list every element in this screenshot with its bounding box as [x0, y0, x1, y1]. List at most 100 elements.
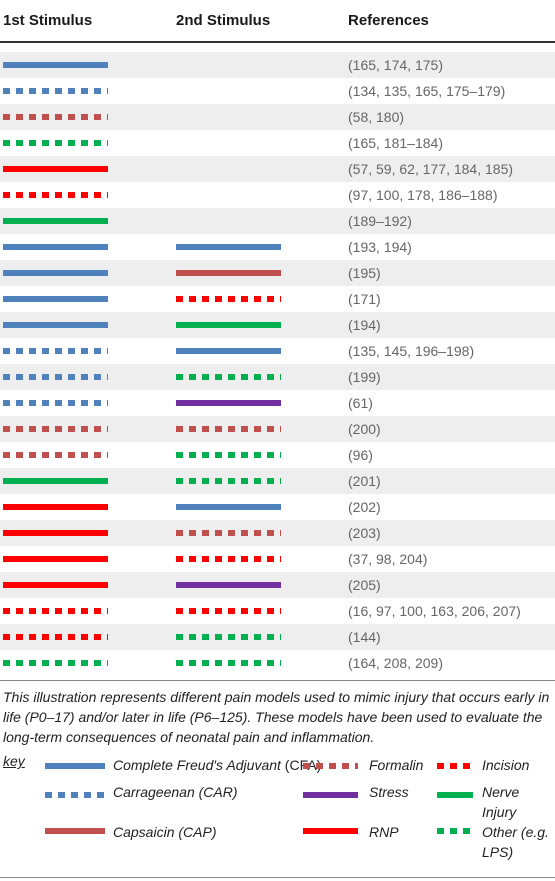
table-row: (195)	[0, 260, 555, 286]
key-swatch-formalin	[303, 763, 358, 769]
table-row: (193, 194)	[0, 234, 555, 260]
stimulus-2-line-cfa	[176, 504, 281, 510]
stimulus-2-line-inc	[176, 608, 281, 614]
key-swatch-nerve	[437, 792, 473, 798]
stimulus-2-line-stress	[176, 582, 281, 588]
references-cell: (96)	[348, 447, 373, 463]
stimulus-1-line-car	[3, 88, 108, 94]
table-row: (194)	[0, 312, 555, 338]
stimulus-1-line-rnp	[3, 504, 108, 510]
table-row: (202)	[0, 494, 555, 520]
table-row: (97, 100, 178, 186–188)	[0, 182, 555, 208]
table-row: (57, 59, 62, 177, 184, 185)	[0, 156, 555, 182]
stimulus-2-line-stress	[176, 400, 281, 406]
references-cell: (16, 97, 100, 163, 206, 207)	[348, 603, 521, 619]
stimulus-1-line-rnp	[3, 582, 108, 588]
key-text-car: Carrageenan (CAR)	[113, 784, 238, 800]
key-swatch-cfa	[45, 763, 105, 769]
stimulus-2-line-inc	[176, 296, 281, 302]
table-row: (16, 97, 100, 163, 206, 207)	[0, 598, 555, 624]
key-text-incision: Incision	[482, 757, 530, 773]
stimulus-2-line-other	[176, 452, 281, 458]
stimulus-1-line-inc	[3, 608, 108, 614]
stimulus-1-line-form	[3, 426, 108, 432]
references-cell: (134, 135, 165, 175–179)	[348, 83, 506, 99]
stimulus-1-line-car	[3, 348, 108, 354]
stimulus-1-line-cfa	[3, 322, 108, 328]
key-swatch-rnp	[303, 828, 358, 834]
stimulus-1-line-inc	[3, 192, 108, 198]
stimulus-2-line-other	[176, 478, 281, 484]
references-cell: (203)	[348, 525, 381, 541]
table-row: (165, 181–184)	[0, 130, 555, 156]
stimulus-1-line-nerve	[3, 218, 108, 224]
stimulus-1-line-form	[3, 114, 108, 120]
key-text-formalin: Formalin	[369, 757, 424, 773]
stimulus-1-line-form	[3, 452, 108, 458]
references-cell: (144)	[348, 629, 381, 645]
references-cell: (164, 208, 209)	[348, 655, 443, 671]
table-row: (61)	[0, 390, 555, 416]
stimulus-2-line-nerve	[176, 322, 281, 328]
table-row: (203)	[0, 520, 555, 546]
table-row: (144)	[0, 624, 555, 650]
stimulus-1-line-rnp	[3, 530, 108, 536]
table-row: (96)	[0, 442, 555, 468]
stimulus-1-line-car	[3, 374, 108, 380]
stimulus-1-line-nerve	[3, 478, 108, 484]
stimulus-1-line-other	[3, 140, 108, 146]
stimulus-1-line-cfa	[3, 296, 108, 302]
table-row: (164, 208, 209)	[0, 650, 555, 676]
references-cell: (165, 174, 175)	[348, 57, 443, 73]
references-cell: (195)	[348, 265, 381, 281]
key-swatch-incision	[437, 763, 473, 769]
references-cell: (199)	[348, 369, 381, 385]
key-swatch-cap	[45, 828, 105, 834]
stimulus-2-line-other	[176, 634, 281, 640]
key-text-cap: Capsaicin (CAP)	[113, 824, 217, 840]
references-cell: (58, 180)	[348, 109, 405, 125]
bottom-rule	[0, 877, 555, 878]
stimulus-2-line-inc	[176, 556, 281, 562]
key-swatch-other	[437, 828, 473, 834]
key-text-nerve: Nerve Injury	[482, 784, 520, 820]
table-row: (189–192)	[0, 208, 555, 234]
key-text-stress: Stress	[369, 784, 409, 800]
references-cell: (37, 98, 204)	[348, 551, 428, 567]
header-references: References	[348, 12, 429, 29]
table-row: (37, 98, 204)	[0, 546, 555, 572]
stimulus-1-line-car	[3, 400, 108, 406]
references-cell: (194)	[348, 317, 381, 333]
references-cell: (171)	[348, 291, 381, 307]
stimulus-1-line-cfa	[3, 62, 108, 68]
references-cell: (135, 145, 196–198)	[348, 343, 475, 359]
table-row: (199)	[0, 364, 555, 390]
stimulus-2-line-cfa	[176, 244, 281, 250]
stimulus-1-line-rnp	[3, 166, 108, 172]
stimulus-2-line-form	[176, 530, 281, 536]
caption: This illustration represents different p…	[3, 689, 550, 745]
stimulus-1-line-other	[3, 660, 108, 666]
header-rule	[0, 41, 555, 43]
stimulus-2-line-other	[176, 374, 281, 380]
references-cell: (193, 194)	[348, 239, 412, 255]
references-cell: (200)	[348, 421, 381, 437]
stimulus-2-line-form	[176, 426, 281, 432]
key-swatch-car	[45, 792, 105, 798]
key-swatch-stress	[303, 792, 358, 798]
stimulus-1-line-rnp	[3, 556, 108, 562]
references-cell: (189–192)	[348, 213, 412, 229]
stimulus-2-line-cap	[176, 270, 281, 276]
key-text-other: Other (e.g. LPS)	[482, 824, 549, 860]
stimulus-2-line-other	[176, 660, 281, 666]
references-cell: (57, 59, 62, 177, 184, 185)	[348, 161, 514, 177]
table-row: (135, 145, 196–198)	[0, 338, 555, 364]
key-label: key	[3, 753, 25, 769]
references-cell: (165, 181–184)	[348, 135, 443, 151]
table-row: (205)	[0, 572, 555, 598]
header-2nd-stimulus: 2nd Stimulus	[176, 12, 271, 29]
body-rule	[0, 680, 555, 681]
references-cell: (61)	[348, 395, 373, 411]
table-row: (58, 180)	[0, 104, 555, 130]
